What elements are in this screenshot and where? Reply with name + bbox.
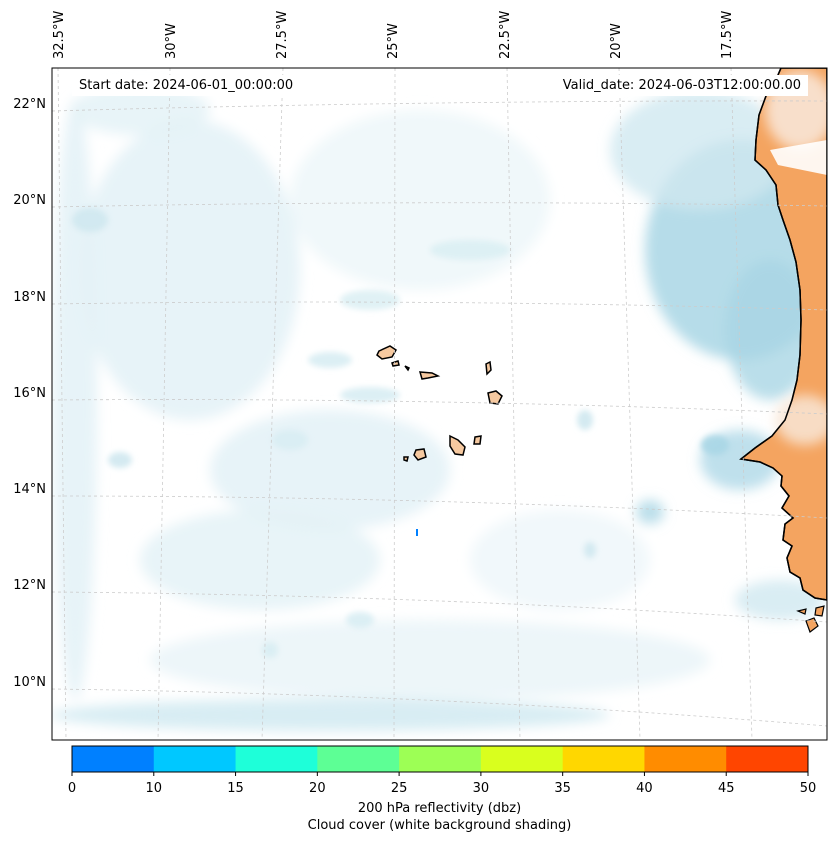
colorbar-tick-label: 15 [227,781,244,796]
valid-date-label: Valid_date: 2024-06-03T12:00:00.00 [555,75,808,96]
gridlines [52,68,827,740]
reflectivity-cell [416,529,418,536]
colorbar-label: 200 hPa reflectivity (dbz) [357,801,522,816]
lat-label-18n: 18°N [13,290,46,305]
colorbar-tick-label: 40 [636,781,653,796]
colorbar-tick-label: 35 [554,781,571,796]
colorbar-tick-label: 30 [472,781,490,796]
lat-label-20n: 20°N [13,193,46,208]
colorbar-tick-label: 0 [67,781,77,796]
lat-label-22n: 22°N [13,97,46,112]
start-date-label: Start date: 2024-06-01_00:00:00 [72,75,301,96]
colorbar-tick-label: 50 [799,781,817,796]
lat-label-16n: 16°N [13,386,46,401]
bijagos-islands [796,605,825,633]
colorbar-tick-label: 45 [717,781,735,796]
cloud-cover-shading [52,85,827,731]
colorbar-tick-label: 20 [309,781,326,796]
lat-label-14n: 14°N [13,482,46,497]
lat-label-10n: 10°N [13,675,46,690]
lat-label-12n: 12°N [13,578,46,593]
colorbar-tick-label: 10 [145,781,163,796]
colorbar-sublabel: Cloud cover (white background shading) [307,818,572,833]
cape-verde-islands [376,345,503,462]
colorbar-tick-label: 25 [390,781,408,796]
